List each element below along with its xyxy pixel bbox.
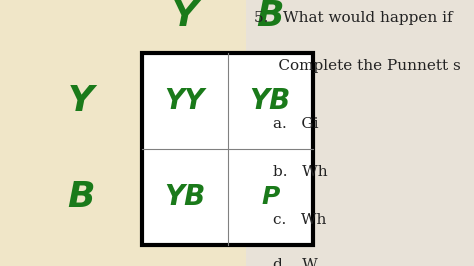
Text: b.   Wh: b. Wh	[273, 165, 327, 179]
Text: B: B	[256, 0, 284, 33]
Text: YY: YY	[165, 87, 205, 115]
Text: YB: YB	[164, 183, 206, 211]
Text: Y: Y	[67, 84, 94, 118]
Text: Complete the Punnett s: Complete the Punnett s	[254, 59, 460, 73]
Bar	[246, 0, 474, 266]
Text: P: P	[261, 185, 279, 209]
Bar	[142, 53, 313, 245]
Text: YB: YB	[249, 87, 291, 115]
Text: 5.   What would happen if: 5. What would happen if	[254, 11, 452, 25]
Bar	[0, 0, 246, 266]
Text: d.   W: d. W	[273, 258, 317, 266]
Text: Y: Y	[172, 0, 198, 33]
Text: c.   Wh: c. Wh	[273, 213, 326, 227]
Text: B: B	[67, 180, 94, 214]
Text: a.   Gi: a. Gi	[273, 117, 318, 131]
